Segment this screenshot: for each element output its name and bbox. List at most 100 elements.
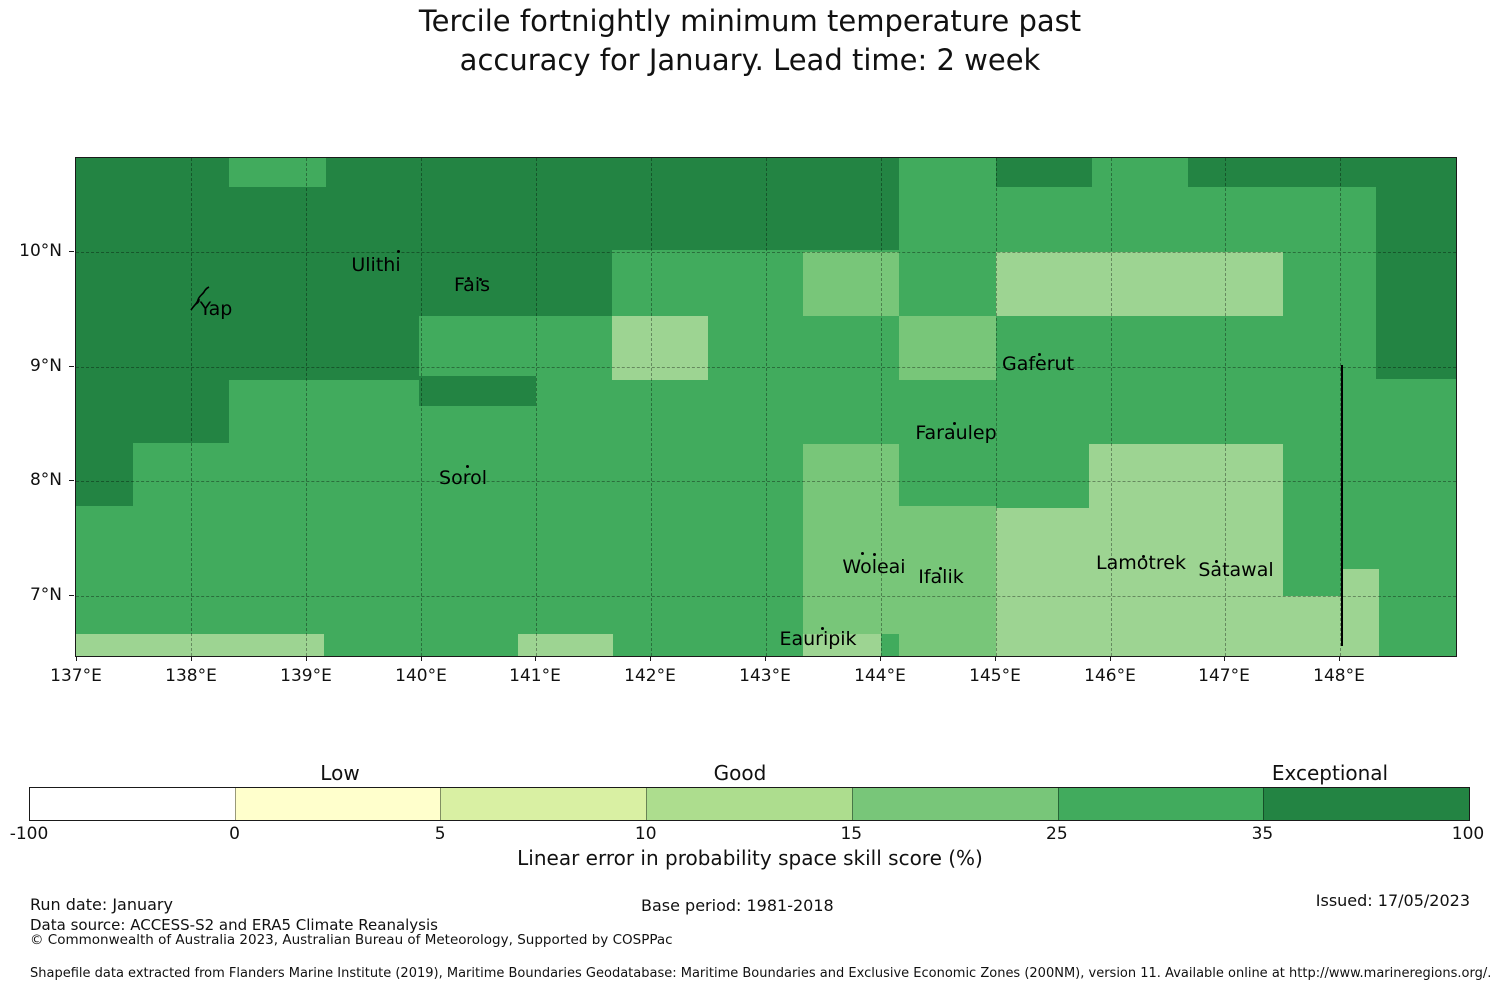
map-cell-patch: [996, 252, 1283, 316]
x-tick-label: 144°E: [854, 666, 906, 686]
x-tick-label: 139°E: [280, 666, 332, 686]
map-cell-patch: [803, 444, 899, 634]
data-source-text: Data source: ACCESS-S2 and ERA5 Climate …: [30, 916, 438, 934]
meridian-gridline: [766, 158, 767, 656]
chart-title-line2: accuracy for January. Lead time: 2 week: [459, 43, 1041, 77]
y-tick-label: 10°N: [19, 241, 62, 261]
parallel-gridline: [76, 481, 1456, 482]
map-cell-patch: [419, 376, 536, 406]
x-tick-mark: [880, 656, 881, 661]
x-tick-mark: [1110, 656, 1111, 661]
map-cell-patch: [612, 158, 899, 250]
map-cell-patch: [899, 506, 996, 656]
colorbar-tick-label: 15: [840, 824, 863, 844]
x-tick-mark: [306, 656, 307, 661]
island-marker-dot: [939, 567, 942, 570]
island-marker-dot: [479, 278, 482, 281]
island-marker-dot: [397, 250, 400, 253]
island-label: Satawal: [1198, 559, 1274, 581]
run-date-text: Run date: January: [30, 895, 173, 914]
x-tick-mark: [650, 656, 651, 661]
map-cell-patch: [803, 634, 881, 656]
colorbar-segment: [851, 788, 1058, 820]
colorbar-tick-label: 100: [1451, 824, 1485, 844]
y-tick-mark: [69, 480, 74, 481]
x-tick-label: 143°E: [739, 666, 791, 686]
x-tick-label: 137°E: [50, 666, 102, 686]
colorbar-segment: [234, 788, 441, 820]
island-label: Ulithi: [351, 254, 401, 276]
meridian-gridline: [306, 158, 307, 656]
island-label: Yap: [199, 298, 233, 320]
island-label: Lamotrek: [1096, 552, 1186, 574]
x-tick-label: 138°E: [165, 666, 217, 686]
x-tick-label: 147°E: [1198, 666, 1250, 686]
map-cell-patch: [803, 252, 899, 316]
island-marker-dot: [467, 277, 470, 280]
shapefile-attribution-text: Shapefile data extracted from Flanders M…: [30, 966, 1492, 981]
chart-title: Tercile fortnightly minimum temperature …: [0, 2, 1500, 80]
map-cell-patch: [326, 158, 419, 187]
colorbar-axis-label: Linear error in probability space skill …: [517, 846, 983, 870]
colorbar-segment: [1263, 788, 1470, 820]
y-tick-label: 9°N: [29, 356, 62, 376]
colorbar-segment: [440, 788, 647, 820]
y-tick-mark: [69, 366, 74, 367]
map-plot-area: Yap Ulithi Fais Sorol Gaferut Faraulep Woleai I…: [75, 157, 1457, 657]
island-marker-dot: [1215, 560, 1218, 563]
meridian-gridline: [421, 158, 422, 656]
colorbar: [29, 787, 1470, 821]
x-tick-label: 148°E: [1313, 666, 1365, 686]
map-cell-patch: [76, 443, 133, 506]
chart-title-line1: Tercile fortnightly minimum temperature …: [418, 4, 1082, 38]
island-marker-dot: [953, 422, 956, 425]
x-tick-mark: [1339, 656, 1340, 661]
x-tick-label: 141°E: [509, 666, 561, 686]
colorbar-tick-label: 10: [634, 824, 657, 844]
meridian-gridline: [881, 158, 882, 656]
x-tick-label: 140°E: [395, 666, 447, 686]
island-marker-dot: [1142, 555, 1145, 558]
map-cell-patch: [1188, 158, 1456, 187]
map-cell-patch: [612, 316, 708, 380]
island-label: Ifalik: [918, 566, 964, 588]
island-marker-dot: [1038, 353, 1041, 356]
x-tick-mark: [421, 656, 422, 661]
island-label: Sorol: [439, 467, 487, 489]
meridian-gridline: [536, 158, 537, 656]
x-tick-mark: [535, 656, 536, 661]
issued-date-text: Issued: 17/05/2023: [1315, 891, 1470, 910]
meridian-gridline: [191, 158, 192, 656]
meridian-gridline: [996, 158, 997, 656]
map-cell-patch: [518, 634, 613, 656]
map-cell-patch: [899, 316, 996, 380]
x-tick-mark: [191, 656, 192, 661]
base-period-text: Base period: 1981-2018: [641, 896, 834, 915]
parallel-gridline: [76, 367, 1456, 368]
island-label: Gaferut: [1001, 353, 1075, 375]
colorbar-segment: [646, 788, 852, 820]
parallel-gridline: [76, 596, 1456, 597]
colorbar-category-label: Exceptional: [1271, 761, 1389, 785]
island-label: Faraulep: [915, 422, 997, 444]
x-tick-label: 145°E: [969, 666, 1021, 686]
map-cell-patch: [229, 187, 419, 380]
x-tick-label: 146°E: [1084, 666, 1136, 686]
y-tick-mark: [69, 251, 74, 252]
meridian-gridline: [1111, 158, 1112, 656]
eez-boundary-line: [1341, 365, 1343, 646]
map-cell-patch: [996, 158, 1092, 187]
colorbar-tick-label: 35: [1251, 824, 1274, 844]
x-tick-mark: [76, 656, 77, 661]
y-tick-label: 7°N: [29, 585, 62, 605]
map-cell-patch: [996, 508, 1089, 596]
yap-island-outline: [190, 286, 210, 311]
colorbar-category-label: Low: [320, 761, 360, 785]
colorbar-tick-label: -100: [9, 824, 49, 844]
island-marker-dot: [873, 553, 876, 556]
map-cell-patch: [419, 158, 612, 316]
colorbar-tick-label: 25: [1046, 824, 1068, 844]
parallel-gridline: [76, 252, 1456, 253]
island-marker-dot: [821, 627, 824, 630]
map-cell-patch: [1341, 569, 1379, 596]
